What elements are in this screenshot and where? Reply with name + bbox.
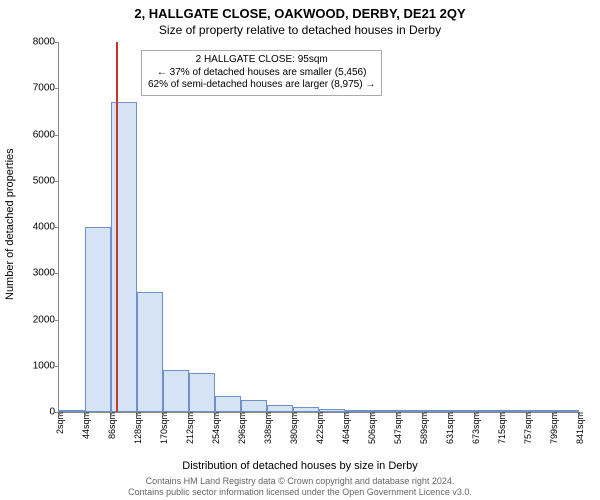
x-tick-label: 44sqm <box>79 412 91 439</box>
x-tick-mark <box>397 412 398 416</box>
histogram-bar <box>241 400 267 412</box>
x-tick-mark <box>293 412 294 416</box>
x-tick-mark <box>189 412 190 416</box>
annotation-line-1: 2 HALLGATE CLOSE: 95sqm <box>148 54 375 67</box>
x-tick-label: 631sqm <box>443 412 455 444</box>
annotation-line-3: 62% of semi-detached houses are larger (… <box>148 79 375 92</box>
y-tick-mark <box>55 273 59 274</box>
histogram-bar <box>163 370 189 412</box>
footer-attribution: Contains HM Land Registry data © Crown c… <box>0 476 600 498</box>
x-tick-label: 128sqm <box>131 412 143 444</box>
x-tick-mark <box>423 412 424 416</box>
property-marker-line <box>116 42 118 412</box>
histogram-bar <box>345 410 371 412</box>
histogram-bar <box>371 410 397 412</box>
x-tick-label: 799sqm <box>547 412 559 444</box>
chart-area: 2 HALLGATE CLOSE: 95sqm ← 37% of detache… <box>58 42 579 413</box>
y-tick-mark <box>55 42 59 43</box>
histogram-bar <box>423 410 449 412</box>
y-tick-mark <box>55 135 59 136</box>
histogram-bar <box>137 292 163 412</box>
x-tick-mark <box>137 412 138 416</box>
x-tick-label: 296sqm <box>235 412 247 444</box>
x-tick-mark <box>475 412 476 416</box>
x-tick-mark <box>553 412 554 416</box>
x-tick-label: 380sqm <box>287 412 299 444</box>
y-tick-mark <box>55 320 59 321</box>
annotation-box: 2 HALLGATE CLOSE: 95sqm ← 37% of detache… <box>141 50 382 96</box>
x-axis-label: Distribution of detached houses by size … <box>0 460 600 472</box>
histogram-bar <box>111 102 137 412</box>
histogram-bar <box>189 373 215 412</box>
x-tick-mark <box>163 412 164 416</box>
histogram-bar <box>501 410 527 412</box>
footer-line-1: Contains HM Land Registry data © Crown c… <box>0 476 600 487</box>
x-tick-label: 589sqm <box>417 412 429 444</box>
x-tick-label: 673sqm <box>469 412 481 444</box>
annotation-line-2: ← 37% of detached houses are smaller (5,… <box>148 67 375 80</box>
x-tick-mark <box>215 412 216 416</box>
x-tick-label: 338sqm <box>261 412 273 444</box>
histogram-bar <box>85 227 111 412</box>
histogram-bar <box>449 410 475 412</box>
histogram-bar <box>59 410 85 412</box>
histogram-bar <box>553 410 579 412</box>
histogram-bar <box>215 396 241 412</box>
y-tick-mark <box>55 366 59 367</box>
x-tick-label: 715sqm <box>495 412 507 444</box>
footer-line-2: Contains public sector information licen… <box>0 487 600 498</box>
y-tick-mark <box>55 88 59 89</box>
page-title: 2, HALLGATE CLOSE, OAKWOOD, DERBY, DE21 … <box>0 0 600 21</box>
x-tick-mark <box>345 412 346 416</box>
x-tick-mark <box>449 412 450 416</box>
x-tick-label: 86sqm <box>105 412 117 439</box>
x-tick-label: 212sqm <box>183 412 195 444</box>
x-tick-mark <box>527 412 528 416</box>
x-tick-label: 170sqm <box>157 412 169 444</box>
x-tick-mark <box>111 412 112 416</box>
y-tick-mark <box>55 181 59 182</box>
x-tick-mark <box>85 412 86 416</box>
page-subtitle: Size of property relative to detached ho… <box>0 21 600 37</box>
x-tick-label: 547sqm <box>391 412 403 444</box>
x-tick-mark <box>59 412 60 416</box>
x-tick-mark <box>501 412 502 416</box>
x-tick-label: 254sqm <box>209 412 221 444</box>
y-tick-mark <box>55 227 59 228</box>
y-axis-label: Number of detached properties <box>4 148 16 300</box>
x-tick-label: 506sqm <box>365 412 377 444</box>
histogram-bar <box>293 407 319 412</box>
x-tick-label: 422sqm <box>313 412 325 444</box>
histogram-bar <box>397 410 423 412</box>
x-tick-mark <box>241 412 242 416</box>
x-tick-mark <box>319 412 320 416</box>
histogram-bar <box>319 409 345 412</box>
histogram-bar <box>475 410 501 412</box>
histogram-bar <box>527 410 553 412</box>
x-tick-label: 464sqm <box>339 412 351 444</box>
x-tick-mark <box>579 412 580 416</box>
x-tick-mark <box>267 412 268 416</box>
x-tick-mark <box>371 412 372 416</box>
x-tick-label: 757sqm <box>521 412 533 444</box>
x-tick-label: 841sqm <box>573 412 585 444</box>
histogram-bar <box>267 405 293 412</box>
